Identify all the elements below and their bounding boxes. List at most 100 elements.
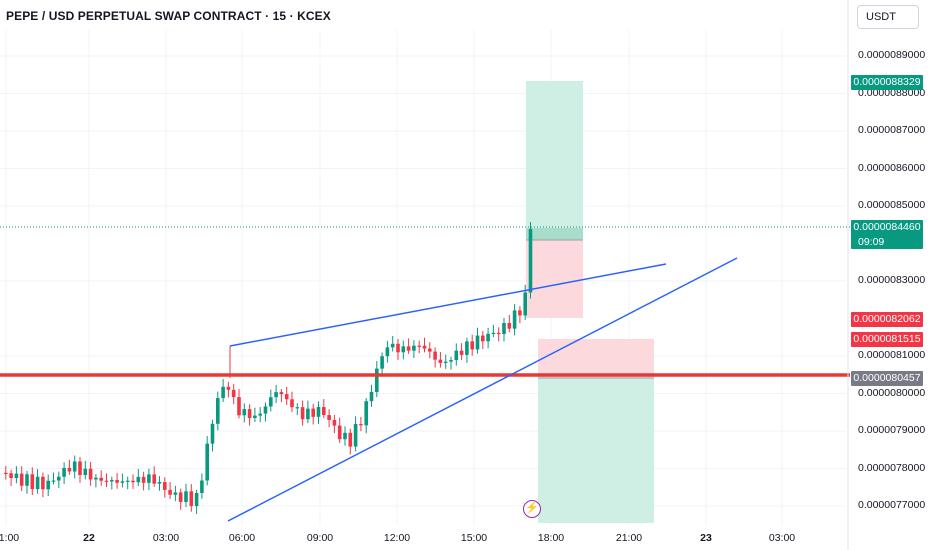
candle: [99, 477, 103, 481]
candle: [210, 423, 215, 444]
candle: [279, 392, 284, 395]
symbol-title: PEPE / USD PERPETUAL SWAP CONTRACT · 15 …: [6, 9, 331, 23]
candle: [348, 432, 353, 447]
currency-selector-button[interactable]: USDT: [857, 5, 919, 29]
candle: [491, 332, 496, 335]
candle: [295, 407, 300, 409]
candle: [247, 409, 252, 419]
candle: [449, 360, 453, 362]
long-profit-zone: [526, 81, 583, 228]
candle: [125, 480, 130, 482]
candle: [380, 356, 384, 369]
candle: [189, 491, 194, 507]
candle: [364, 401, 368, 426]
candle: [163, 482, 167, 490]
candle: [507, 323, 512, 329]
horizontal-line-price-tag: 0.0000080457: [851, 371, 923, 386]
candle: [110, 479, 114, 482]
candle: [51, 480, 56, 482]
candle: [35, 476, 40, 490]
candle: [258, 413, 262, 416]
candle: [131, 480, 135, 483]
current-price-value: 0.0000084460: [853, 221, 921, 233]
candle: [83, 468, 88, 476]
price-axis-label: 0.0000080000: [858, 386, 926, 399]
candle: [417, 345, 421, 347]
candle: [9, 473, 13, 479]
candle: [428, 348, 432, 352]
candle: [269, 397, 273, 407]
price-axis-label: 0.0000077000: [858, 499, 926, 511]
long-entry-zone: [526, 228, 583, 240]
candle: [412, 345, 416, 351]
price-axis-label: 0.0000079000: [858, 424, 926, 436]
price-axis-label: 0.0000083000: [858, 274, 926, 286]
candle: [120, 481, 125, 483]
candle: [152, 474, 156, 484]
candle: [396, 343, 400, 353]
candle: [274, 392, 278, 398]
candle: [375, 368, 379, 392]
price-axis-label: 0.0000081000: [858, 349, 926, 361]
candle: [353, 424, 358, 447]
candle: [4, 472, 8, 474]
candle: [25, 474, 29, 486]
current-price-tag: 0.0000084460 09:09: [851, 220, 923, 249]
candle: [104, 480, 109, 482]
candle: [311, 408, 315, 417]
candle: [194, 492, 199, 507]
candle: [475, 335, 480, 350]
stop-level-tag-2: 0.0000081515: [851, 332, 923, 347]
time-axis-label: 03:00: [152, 532, 180, 544]
candle: [14, 473, 19, 479]
time-axis-label: 23: [700, 532, 712, 544]
time-axis-label: 09:00: [306, 532, 334, 544]
position-zones: [526, 81, 654, 523]
candle: [184, 491, 188, 502]
time-axis-label: 21:00: [615, 532, 643, 544]
candle: [433, 351, 437, 360]
price-axis-label: 0.0000078000: [858, 461, 926, 474]
upper-trendline: [229, 263, 667, 347]
candle: [67, 467, 72, 472]
time-axis-label: 12:00: [383, 532, 411, 544]
time-axis-label: 22: [83, 532, 95, 544]
candle: [231, 389, 236, 398]
candle: [438, 359, 443, 363]
candle: [385, 347, 390, 357]
candle: [237, 397, 241, 416]
candle: [470, 341, 474, 350]
candle: [343, 432, 347, 440]
drawings-layer: [0, 0, 850, 550]
candle: [401, 346, 406, 353]
candle: [327, 415, 331, 421]
price-axis-label: 0.0000087000: [858, 124, 926, 136]
candle: [41, 476, 45, 490]
candle: [253, 415, 257, 419]
take-profit-price-tag: 0.0000088329: [851, 75, 923, 90]
candle: [300, 407, 305, 420]
candle: [168, 489, 172, 495]
candle: [221, 386, 225, 399]
candle: [62, 467, 66, 477]
candle: [147, 474, 151, 483]
candle: [226, 386, 231, 390]
candle: [390, 343, 395, 348]
lightning-icon[interactable]: ⚡: [523, 500, 541, 518]
price-axis-label: 0.0000085000: [858, 199, 926, 211]
candle: [322, 407, 326, 416]
lower-trendline: [227, 257, 738, 522]
candle: [46, 480, 50, 490]
price-axis-label: 0.0000089000: [858, 49, 926, 61]
candle: [290, 399, 294, 408]
candle: [88, 468, 93, 480]
candle: [512, 310, 517, 329]
candle: [94, 477, 98, 480]
candle: [422, 345, 427, 349]
candle: [263, 406, 268, 414]
time-axis-label: 15:00: [460, 532, 488, 544]
candle: [216, 398, 220, 424]
candle: [496, 332, 501, 335]
price-axis-label: 0.0000086000: [858, 161, 926, 174]
